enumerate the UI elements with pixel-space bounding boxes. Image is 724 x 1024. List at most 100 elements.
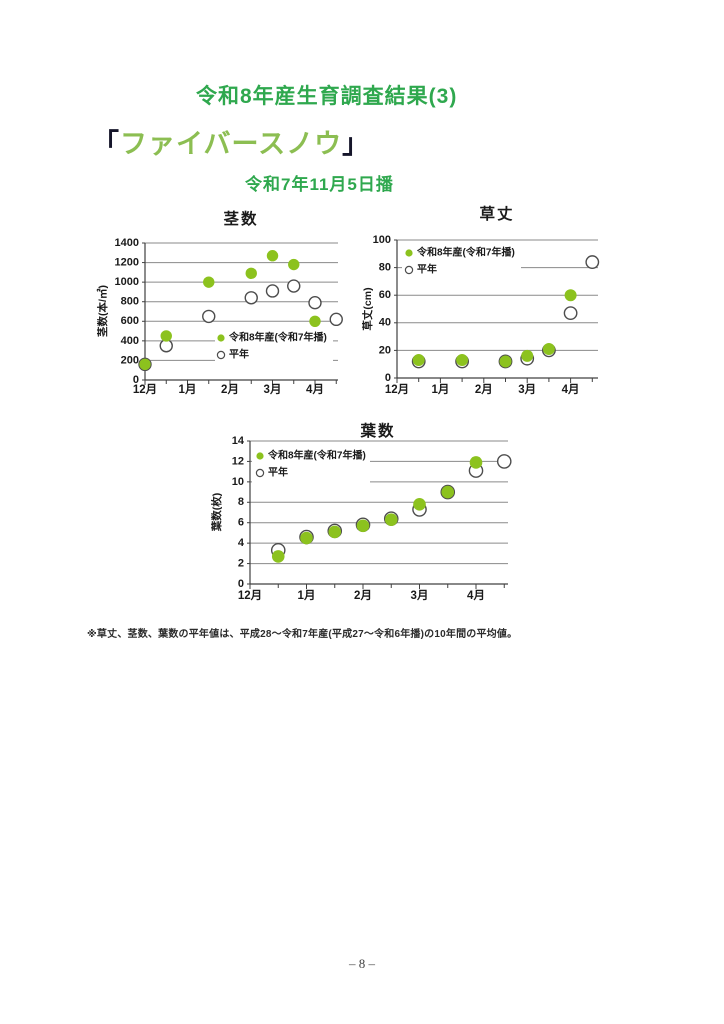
y-tick-label: 600 [121, 315, 139, 327]
data-point-green [139, 358, 151, 371]
y-tick-label: 80 [379, 262, 391, 274]
y-tick-label: 12 [232, 455, 244, 467]
y-tick-label: 400 [121, 335, 139, 347]
sowing-date: 令和7年11月5日播 [245, 175, 394, 194]
y-tick-label: 10 [232, 476, 244, 488]
page-number: – 8 – [349, 956, 375, 971]
data-point-open [308, 295, 322, 310]
y-tick-label: 0 [133, 374, 139, 386]
chart-leaf-count: 0 2 4 6 8 10 12 14 12月 1月 2月 3月 4月 葉数(枚) 葉数令和8年産(令和7年播… [210, 421, 512, 602]
data-point-green [309, 315, 321, 327]
y-tick-label: 40 [379, 317, 391, 329]
footnote: ※草丈、茎数、葉数の平年値は、平成28～令和7年産(平成27～令和6年播)の10… [87, 629, 518, 640]
data-point-green [271, 550, 285, 563]
y-tick-label: 2 [238, 557, 244, 569]
x-tick-label: 2月 [354, 589, 372, 602]
x-tick-label: 2月 [475, 383, 493, 396]
data-point-open [329, 312, 343, 327]
legend-background [252, 445, 370, 484]
data-point-green [384, 513, 398, 526]
legend-marker-filled [256, 452, 264, 460]
y-axis-title: 葉数(枚) [210, 493, 223, 533]
x-tick-label: 4月 [467, 589, 485, 602]
y-tick-label: 6 [238, 517, 244, 529]
legend-label: 令和8年産(令和7年播) [416, 246, 515, 259]
x-tick-label: 3月 [411, 589, 429, 602]
legend-background [215, 327, 333, 364]
chart-stem-count: 0 200 400 600 800 1000 1200 1400 12月 1月 2月 3月 4月 茎数(本… [96, 209, 343, 396]
x-tick-label: 2月 [221, 383, 239, 396]
data-point-green [412, 354, 425, 367]
x-tick-label: 1月 [179, 383, 197, 396]
legend-marker-filled [217, 334, 225, 342]
x-tick-label: 1月 [298, 589, 316, 602]
variety-name: ファイバースノウ [120, 129, 343, 159]
data-point-green [266, 250, 279, 262]
y-tick-label: 1000 [115, 276, 139, 288]
data-point-green [441, 485, 455, 499]
legend-marker-open [404, 265, 414, 275]
x-tick-label: 4月 [306, 383, 324, 396]
y-tick-label: 0 [238, 578, 244, 590]
legend-marker-open [216, 350, 226, 360]
x-tick-label: 3月 [518, 383, 536, 396]
legend-label: 平年 [417, 263, 437, 276]
data-point-green [288, 258, 300, 271]
y-tick-label: 60 [379, 289, 391, 301]
data-point-green [356, 519, 370, 533]
data-point-green [456, 354, 469, 367]
chart-title: 葉数 [359, 421, 395, 440]
variety-title: 「ファイバースノウ」 [92, 122, 370, 161]
x-tick-label: 1月 [431, 383, 449, 396]
data-point-green [300, 531, 313, 545]
data-point-green [521, 349, 534, 362]
data-point-green [245, 267, 257, 280]
chart-plant-height: 0 20 40 60 80 100 12月 1月 2月 3月 4月 草丈(cm) 草丈令和8年産(令和7… [361, 205, 600, 396]
data-point-green [160, 330, 172, 342]
y-tick-label: 200 [121, 354, 139, 366]
data-point-open [585, 255, 600, 269]
data-point-green [564, 289, 577, 302]
data-point-open [244, 291, 258, 305]
y-axis-title: 草丈(cm) [361, 287, 374, 330]
legend-marker-filled [405, 249, 413, 257]
data-point-open [287, 279, 301, 293]
data-point-open [265, 284, 280, 298]
data-point-green [499, 355, 512, 368]
data-point-open [563, 306, 578, 321]
variety-open-bracket: 「 [92, 129, 120, 159]
data-point-green [413, 498, 426, 511]
legend-label: 平年 [268, 466, 288, 479]
legend-label: 平年 [229, 348, 249, 361]
y-tick-label: 4 [238, 537, 245, 549]
x-tick-label: 3月 [264, 383, 282, 396]
y-tick-label: 14 [232, 435, 245, 447]
data-point-green [469, 456, 483, 469]
legend-label: 令和8年産(令和7年播) [267, 449, 366, 462]
x-tick-label: 12月 [385, 383, 409, 396]
x-tick-label: 4月 [562, 383, 580, 396]
legend-marker-open [255, 468, 265, 478]
y-tick-label: 20 [379, 344, 391, 356]
chart-title: 草丈 [479, 205, 514, 223]
legend-label: 令和8年産(令和7年播) [228, 331, 327, 344]
y-tick-label: 100 [373, 234, 391, 246]
y-tick-label: 0 [385, 372, 391, 384]
y-tick-label: 8 [238, 496, 244, 508]
x-tick-label: 12月 [133, 383, 157, 396]
y-tick-label: 800 [121, 296, 139, 308]
data-point-green [542, 343, 555, 356]
x-tick-label: 12月 [238, 589, 262, 602]
data-point-open [202, 309, 216, 324]
data-point-open [496, 454, 512, 469]
legend-background [402, 243, 521, 281]
page-title: 令和8年産生育調査結果(3) [196, 85, 458, 108]
y-axis-title: 茎数(本/㎡) [96, 285, 109, 337]
variety-close-bracket: 」 [342, 129, 371, 159]
y-tick-label: 1200 [115, 256, 139, 268]
data-point-green [328, 525, 342, 539]
y-tick-label: 1400 [115, 237, 139, 249]
data-point-green [203, 276, 215, 288]
chart-title: 茎数 [223, 209, 258, 228]
